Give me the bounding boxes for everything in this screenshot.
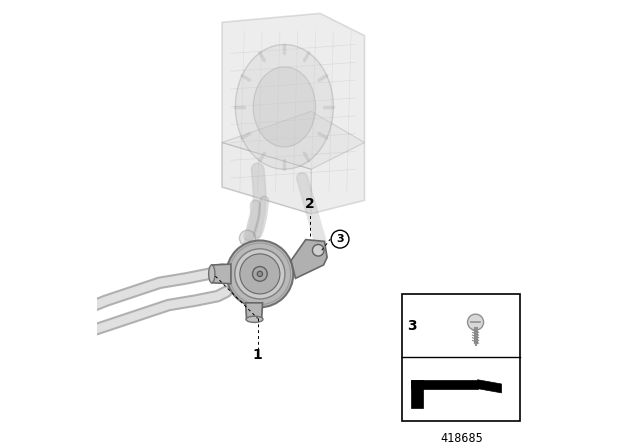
Circle shape: [235, 249, 285, 299]
Ellipse shape: [236, 44, 333, 169]
Ellipse shape: [246, 316, 263, 323]
Text: 1: 1: [253, 348, 262, 362]
Text: 2: 2: [305, 197, 315, 211]
Bar: [412, 380, 423, 408]
Bar: [403, 294, 520, 421]
Text: 418685: 418685: [440, 432, 483, 445]
Circle shape: [257, 271, 262, 276]
Circle shape: [468, 314, 484, 330]
Bar: [412, 380, 477, 388]
Circle shape: [240, 254, 280, 294]
Text: 3: 3: [408, 319, 417, 333]
Ellipse shape: [56, 334, 77, 348]
Polygon shape: [222, 112, 365, 169]
Ellipse shape: [209, 265, 215, 283]
Polygon shape: [477, 380, 502, 393]
Circle shape: [312, 245, 324, 256]
Circle shape: [227, 241, 293, 307]
Text: 3: 3: [336, 234, 344, 244]
Ellipse shape: [253, 67, 316, 147]
Circle shape: [253, 267, 268, 281]
Polygon shape: [291, 240, 327, 278]
Polygon shape: [212, 264, 231, 284]
Circle shape: [331, 230, 349, 248]
Polygon shape: [246, 303, 262, 319]
Ellipse shape: [56, 312, 77, 325]
Circle shape: [239, 230, 255, 246]
Polygon shape: [222, 13, 365, 214]
Polygon shape: [222, 142, 311, 214]
